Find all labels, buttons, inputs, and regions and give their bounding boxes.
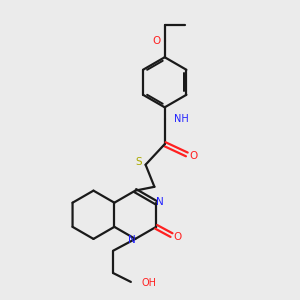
Text: S: S <box>136 158 142 167</box>
Text: NH: NH <box>174 114 188 124</box>
Text: O: O <box>152 36 160 46</box>
Text: O: O <box>189 151 197 161</box>
Text: OH: OH <box>141 278 156 288</box>
Text: N: N <box>156 197 164 207</box>
Text: O: O <box>174 232 182 242</box>
Text: N: N <box>128 235 136 244</box>
